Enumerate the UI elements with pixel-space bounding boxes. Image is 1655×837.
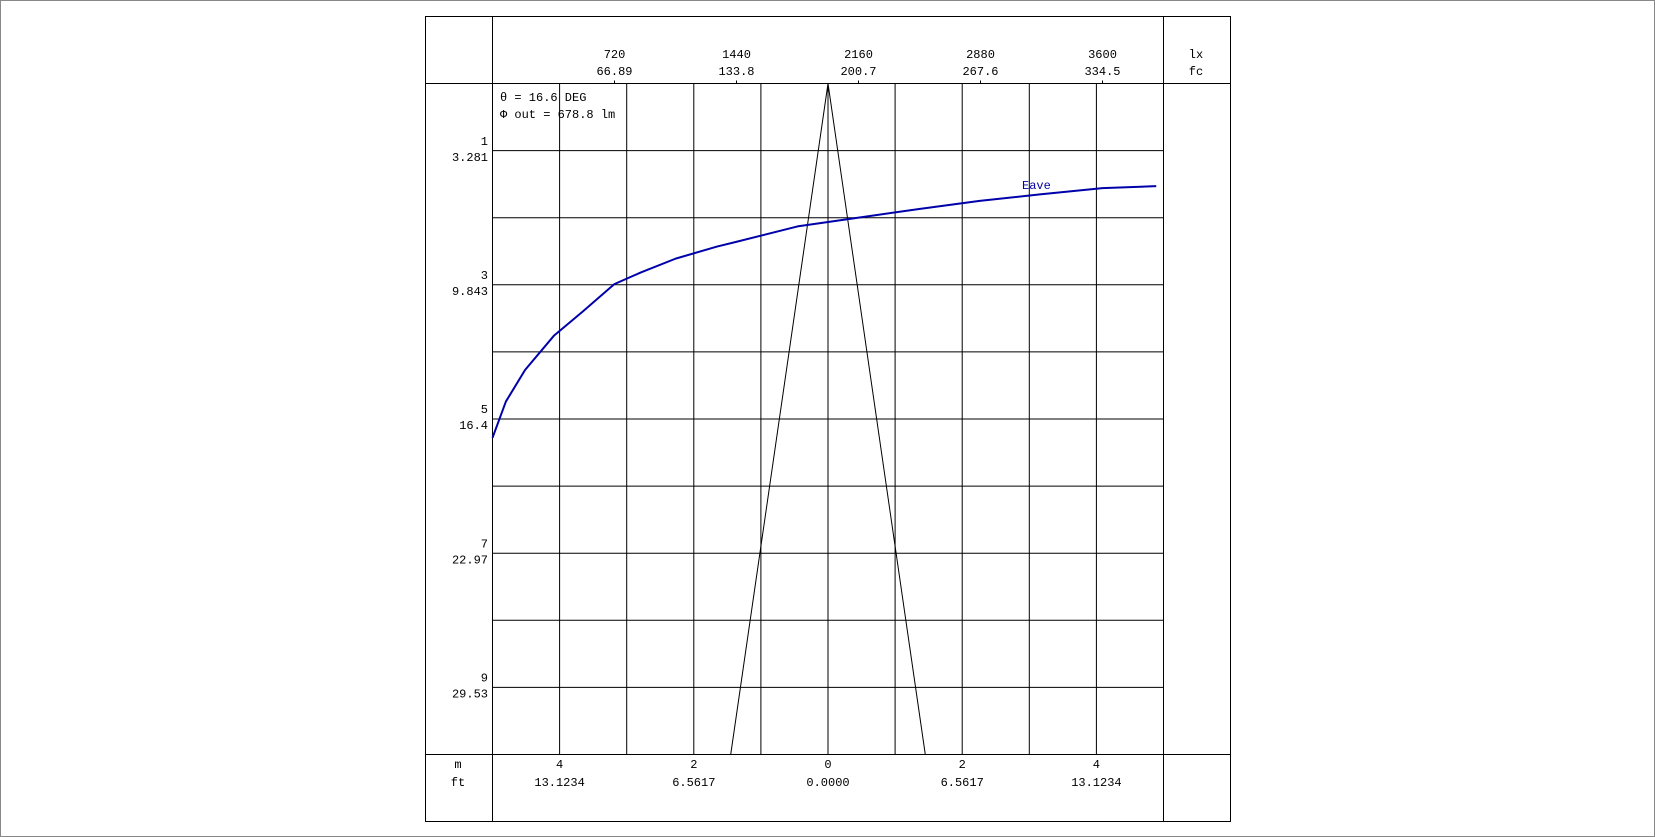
y-tick-label: 9 <box>481 672 488 686</box>
unit-label: m <box>454 758 461 772</box>
beam-line <box>730 83 926 755</box>
lux-tick-label: 720 <box>604 48 626 62</box>
series-label: Eave <box>1022 179 1051 193</box>
y-tick-label: 7 <box>481 537 488 551</box>
x-tick-label: 2 <box>690 758 697 772</box>
x-tick-ft-label: 6.5617 <box>941 776 984 790</box>
lux-tick-label: 2880 <box>966 48 995 62</box>
x-tick-ft-label: 6.5617 <box>672 776 715 790</box>
x-tick-label: 4 <box>1093 758 1100 772</box>
fc-tick-label: 334.5 <box>1084 65 1120 79</box>
x-tick-ft-label: 0.0000 <box>806 776 849 790</box>
fc-tick-label: 66.89 <box>596 65 632 79</box>
y-tick-label: 3 <box>481 269 488 283</box>
unit-label: ft <box>451 776 465 790</box>
unit-label: fc <box>1189 65 1203 79</box>
lux-tick-label: 2160 <box>844 48 873 62</box>
y-tick-label: 1 <box>481 135 488 149</box>
x-tick-ft-label: 13.1234 <box>1071 776 1121 790</box>
annotation: Φ out = 678.8 lm <box>500 108 615 122</box>
eave-curve <box>491 185 1157 439</box>
chart-frame <box>425 16 1231 822</box>
y-tick-ft-label: 9.843 <box>452 285 488 299</box>
lux-tick-label: 3600 <box>1088 48 1117 62</box>
x-tick-label: 4 <box>556 758 563 772</box>
y-tick-ft-label: 22.97 <box>452 553 488 567</box>
x-tick-ft-label: 13.1234 <box>534 776 584 790</box>
y-tick-ft-label: 29.53 <box>452 688 488 702</box>
unit-label: lx <box>1189 48 1203 62</box>
x-tick-label: 2 <box>959 758 966 772</box>
y-tick-ft-label: 16.4 <box>459 419 488 433</box>
fc-tick-label: 200.7 <box>840 65 876 79</box>
y-tick-ft-label: 3.281 <box>452 151 488 165</box>
x-tick-label: 0 <box>824 758 831 772</box>
annotation: θ = 16.6 DEG <box>500 91 586 105</box>
fc-tick-label: 133.8 <box>718 65 754 79</box>
y-tick-label: 5 <box>481 403 488 417</box>
fc-tick-label: 267.6 <box>962 65 998 79</box>
lux-tick-label: 1440 <box>722 48 751 62</box>
